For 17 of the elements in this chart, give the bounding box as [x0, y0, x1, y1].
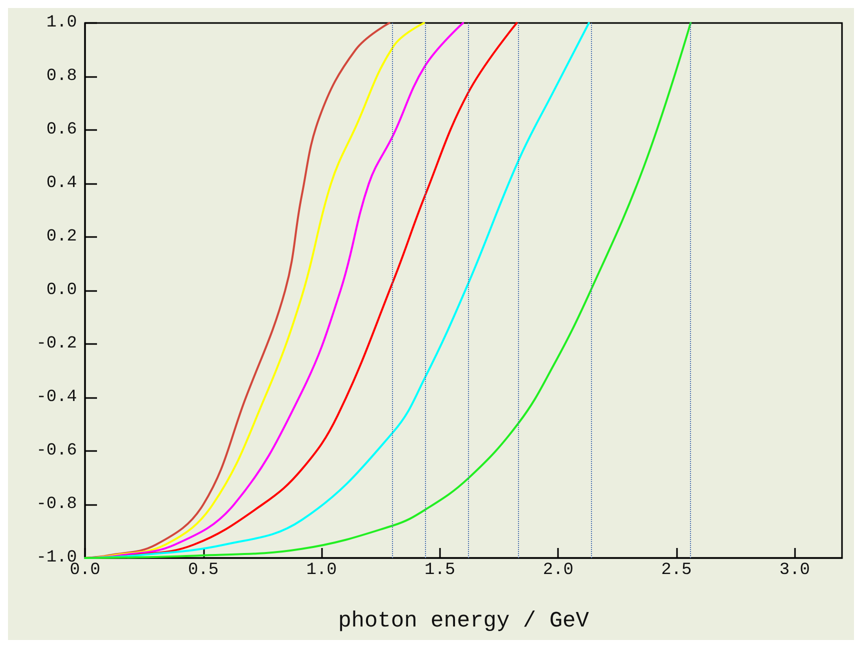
- y-tick-label: 1.0: [46, 14, 77, 32]
- y-tick-label: 0.0: [46, 281, 77, 300]
- y-tick-label: -0.4: [36, 388, 77, 407]
- y-tick-label: 0.2: [46, 228, 77, 246]
- y-tick-label: -0.2: [36, 334, 77, 354]
- y-tick-label: 0.8: [46, 67, 77, 86]
- x-tick-label: 0.5: [188, 561, 219, 580]
- x-tick-label: 2.5: [661, 561, 692, 580]
- x-tick-label: 1.5: [424, 561, 456, 580]
- y-tick-label: -0.6: [36, 442, 77, 460]
- y-tick-label: -0.8: [36, 495, 77, 514]
- x-tick-label: 1.0: [306, 561, 337, 580]
- x-tick-label: 3.0: [779, 561, 810, 580]
- x-tick-label: 2.0: [542, 561, 574, 580]
- x-axis-title: photon energy / GeV: [338, 608, 590, 634]
- y-tick-label: 0.4: [46, 174, 77, 193]
- y-tick-label: 0.6: [46, 120, 77, 140]
